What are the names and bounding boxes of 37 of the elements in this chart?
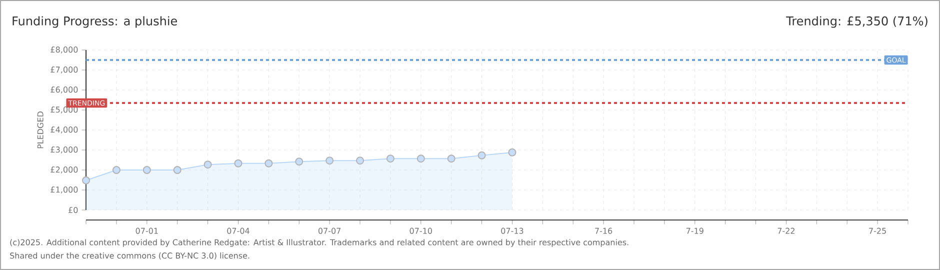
y-tick-label: £1,000: [50, 186, 78, 194]
x-tick-label: 7-16: [595, 228, 612, 234]
point: [508, 148, 516, 156]
x-tick-label: 7-25: [869, 228, 886, 234]
y-tick-label: £6,000: [50, 86, 78, 94]
y-tick-label: £3,000: [50, 146, 78, 154]
point: [234, 159, 242, 168]
x-tick-label: 07-04: [227, 228, 250, 234]
text: Shared under the creative commons (CC BY-NC 3.0) license.: [10, 252, 250, 260]
x-tick-label: 7-19: [686, 228, 704, 234]
point: [326, 156, 334, 165]
x-tick-label: 7-22: [778, 228, 794, 234]
x-tick-label: 07-07: [318, 228, 340, 234]
point: [478, 151, 486, 160]
point: [386, 154, 394, 163]
y-tick-label: £0: [68, 206, 78, 214]
point: [82, 176, 90, 184]
y-tick-label: £4,000: [50, 126, 78, 134]
point: [204, 160, 212, 169]
y-tick-label: £7,000: [50, 66, 78, 74]
y-tick-label: £2,000: [50, 166, 78, 174]
point: [447, 154, 456, 163]
point: [142, 166, 151, 174]
point: [112, 166, 120, 174]
y-tick-label: £8,000: [50, 46, 78, 54]
text: (c)2025. Additional content provided by Catherine Redgate: Artist & Illustrator. Trademarks and related content are owned by their respective companies.: [10, 239, 628, 247]
chart-title: Funding Progress: a plushie: [12, 16, 178, 28]
y-axis-title: PLEDGED: [37, 112, 44, 148]
point: [264, 159, 273, 168]
chart-subtitle: Trending: £5,350 (71%): [786, 16, 928, 28]
x-tick-label: 07-13: [501, 228, 524, 234]
point: [295, 158, 304, 166]
point: [416, 154, 425, 163]
point: [173, 166, 182, 174]
x-tick-label: 07-01: [136, 228, 158, 234]
x-tick-label: 07-10: [410, 228, 432, 234]
point: [356, 156, 364, 165]
